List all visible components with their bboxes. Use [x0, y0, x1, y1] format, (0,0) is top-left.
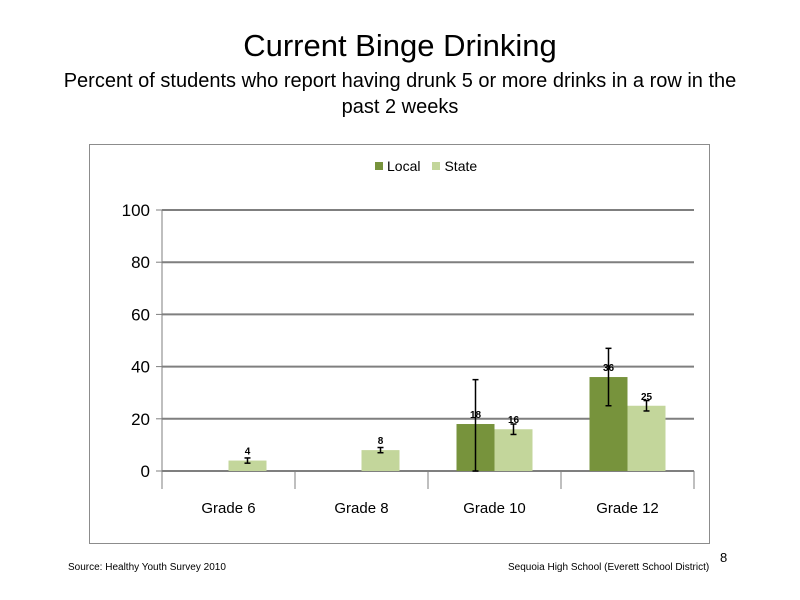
y-tick-label: 40 — [131, 358, 150, 377]
slide-subtitle: Percent of students who report having dr… — [63, 70, 737, 118]
legend-item-state: State — [432, 158, 477, 174]
chart-frame — [89, 144, 710, 544]
bar-state — [361, 450, 400, 471]
y-tick-label: 0 — [141, 462, 150, 481]
data-label: 25 — [641, 392, 653, 403]
bar-state — [228, 460, 267, 471]
data-label: 36 — [603, 363, 615, 374]
bar-state — [494, 429, 533, 471]
legend-item-local: Local — [375, 158, 420, 174]
y-tick-label: 20 — [131, 410, 150, 429]
data-label: 8 — [378, 436, 384, 447]
x-tick-label: Grade 6 — [201, 500, 255, 517]
y-tick-label: 80 — [131, 253, 150, 272]
x-tick-label: Grade 8 — [334, 500, 388, 517]
legend-label-state: State — [444, 158, 478, 174]
school-note: Sequoia High School (Everett School Dist… — [508, 562, 710, 573]
chart-legend: Local State — [375, 158, 477, 174]
x-tick-label: Grade 12 — [596, 500, 659, 517]
legend-label-local: Local — [387, 158, 421, 174]
slide-title: Current Binge Drinking — [243, 28, 557, 63]
x-tick-label: Grade 10 — [463, 500, 526, 517]
page-number: 8 — [720, 550, 728, 565]
legend-swatch-local — [375, 162, 383, 170]
data-label: 16 — [508, 415, 520, 426]
data-label: 4 — [245, 447, 251, 458]
data-label: 18 — [470, 410, 482, 421]
y-tick-label: 100 — [122, 201, 150, 220]
bar-state — [627, 405, 666, 471]
legend-swatch-state — [432, 162, 441, 170]
y-tick-label: 60 — [131, 305, 150, 324]
source-note: Source: Healthy Youth Survey 2010 — [68, 562, 226, 573]
